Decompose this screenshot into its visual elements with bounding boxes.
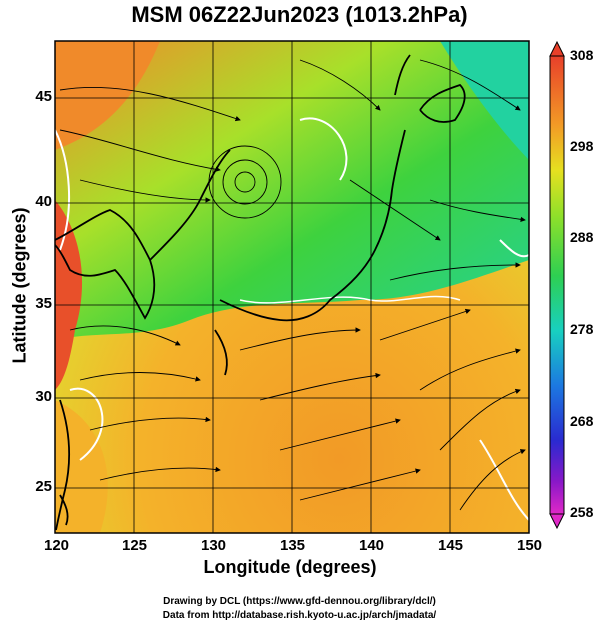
temperature-field (55, 41, 529, 533)
x-tick-145: 145 (438, 537, 464, 554)
colorbar-tick-258: 258 (570, 504, 594, 520)
footer-credit-drawing: Drawing by DCL (https://www.gfd-dennou.o… (163, 596, 436, 607)
colorbar (549, 40, 565, 530)
y-tick-45: 45 (35, 88, 52, 105)
colorbar-tick-278: 278 (570, 321, 594, 337)
x-tick-135: 135 (280, 537, 306, 554)
x-tick-120: 120 (44, 537, 70, 554)
colorbar-tick-298: 298 (570, 138, 594, 154)
graticule (55, 41, 529, 533)
plot-frame (54, 40, 530, 534)
colorbar-tick-308: 308 (570, 47, 594, 63)
x-axis-label: Longitude (degrees) (203, 557, 377, 577)
y-axis-label: Latitude (degrees) (9, 207, 30, 364)
y-tick-35: 35 (35, 295, 52, 312)
colorbar-tick-268: 268 (570, 413, 594, 429)
x-tick-125: 125 (122, 537, 148, 554)
y-tick-25: 25 (35, 478, 52, 495)
footer-credit-data: Data from http://database.rish.kyoto-u.a… (162, 610, 437, 621)
colorbar-tick-288: 288 (570, 229, 594, 245)
y-tick-30: 30 (35, 388, 52, 405)
x-tick-150: 150 (517, 537, 543, 554)
map-title: MSM 06Z22Jun2023 (1013.2hPa) (131, 2, 468, 27)
wind-streamlines (59, 59, 526, 511)
y-tick-40: 40 (35, 193, 52, 210)
x-tick-140: 140 (359, 537, 385, 554)
x-tick-130: 130 (201, 537, 227, 554)
